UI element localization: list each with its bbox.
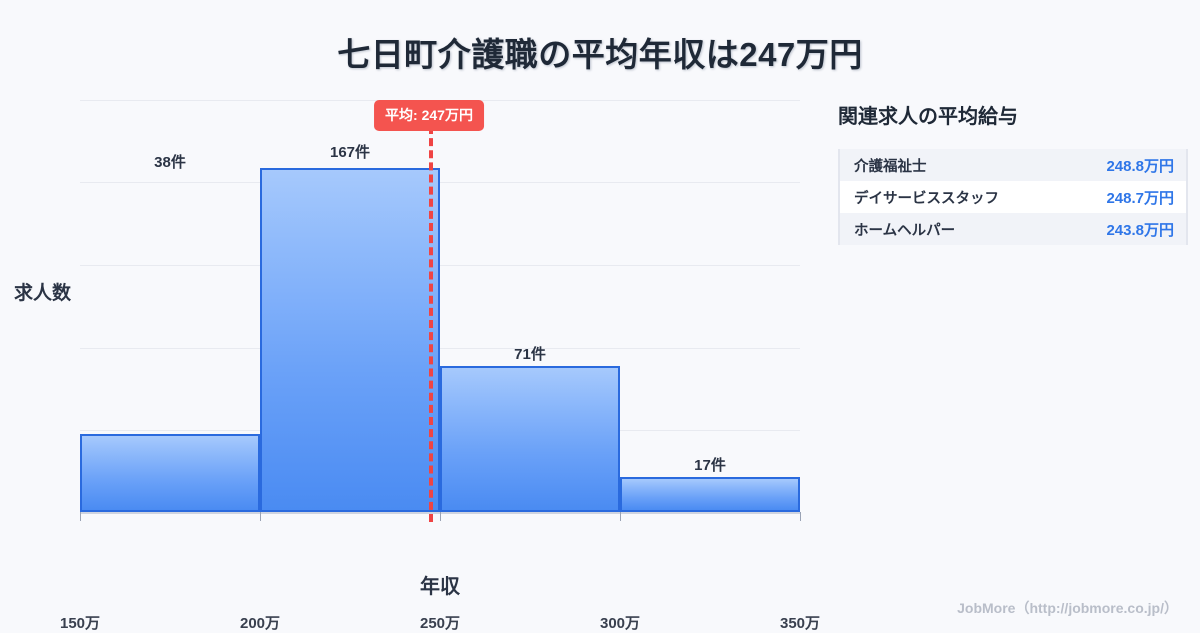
job-name: ホームヘルパー	[854, 222, 956, 239]
bar-value-label: 17件	[694, 457, 726, 474]
related-salary-table: 介護福祉士 248.8万円 デイサービススタッフ 248.7万円 ホームヘルパー…	[838, 149, 1188, 245]
gridline	[80, 265, 800, 266]
job-name: デイサービススタッフ	[854, 190, 999, 207]
x-tick-mark	[80, 512, 81, 521]
y-axis-title: 求人数	[14, 283, 72, 304]
x-tick-label: 150万	[59, 615, 101, 632]
bar-value-label: 38件	[154, 154, 186, 171]
job-salary: 243.8万円	[1106, 221, 1174, 239]
bar-200-250[interactable]	[260, 168, 440, 512]
table-row[interactable]: ホームヘルパー 243.8万円	[840, 213, 1186, 245]
x-tick-mark	[620, 512, 621, 521]
job-salary: 248.8万円	[1106, 157, 1174, 175]
x-tick-mark	[440, 512, 441, 521]
bar-250-300[interactable]	[440, 366, 620, 512]
gridline	[80, 182, 800, 183]
bar-value-label: 167件	[329, 144, 371, 161]
histogram-chart: 38件 167件 71件 17件 平均: 247万円 150万 200万 250…	[0, 90, 830, 632]
x-axis-title: 年収	[420, 576, 460, 598]
average-badge[interactable]: 平均: 247万円	[374, 100, 484, 131]
table-row[interactable]: 介護福祉士 248.8万円	[840, 149, 1186, 181]
x-tick-label: 300万	[599, 615, 641, 632]
bar-value-label: 71件	[514, 346, 546, 363]
bar-150-200[interactable]	[80, 434, 260, 512]
x-tick-mark	[260, 512, 261, 521]
job-name: 介護福祉士	[854, 158, 927, 175]
x-tick-mark	[800, 512, 801, 521]
bar-300-350[interactable]	[620, 477, 800, 512]
gridline	[80, 348, 800, 349]
footer-credit: JobMore（http://jobmore.co.jp/）	[957, 600, 1178, 616]
page-title: 七日町介護職の平均年収は247万円	[337, 36, 863, 73]
x-tick-label: 200万	[239, 615, 281, 632]
table-row[interactable]: デイサービススタッフ 248.7万円	[840, 181, 1186, 213]
related-salary-panel: 関連求人の平均給与 介護福祉士 248.8万円 デイサービススタッフ 248.7…	[838, 100, 1188, 245]
average-line	[429, 126, 433, 522]
plot-area: 38件 167件 71件 17件 平均: 247万円	[80, 100, 800, 522]
related-salary-heading: 関連求人の平均給与	[838, 106, 1018, 128]
x-tick-label: 350万	[779, 615, 821, 632]
job-salary: 248.7万円	[1106, 189, 1174, 207]
x-tick-label: 250万	[419, 615, 461, 632]
